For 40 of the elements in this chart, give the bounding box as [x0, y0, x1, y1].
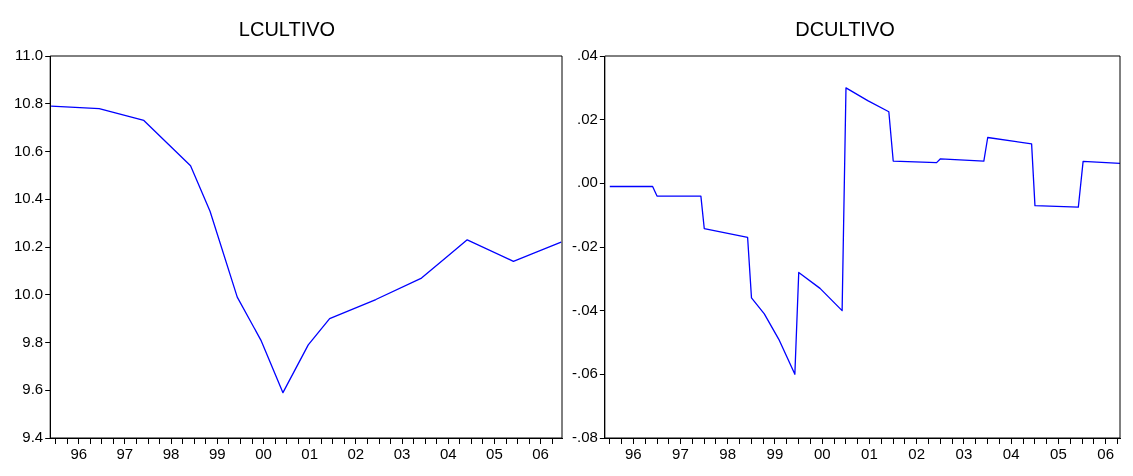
x-tick-label: 04: [1002, 445, 1020, 463]
y-tick-label: -.08: [571, 428, 598, 446]
x-tick-label: 00: [813, 445, 831, 463]
y-tick-label: 9.6: [22, 380, 44, 398]
x-tick-label: 03: [393, 445, 411, 463]
y-tick-label: 10.0: [13, 284, 44, 302]
y-tick-label: .04: [576, 46, 598, 64]
y-tick-label: 10.8: [13, 93, 44, 111]
y-tick-label: -.04: [571, 300, 598, 318]
y-tick-label: .00: [576, 173, 598, 191]
x-tick-label: 06: [532, 445, 549, 463]
x-tick-label: 99: [766, 445, 784, 463]
x-tick-label: 99: [208, 445, 226, 463]
x-tick-label: 02: [347, 445, 365, 463]
y-tick-label: 9.8: [22, 332, 44, 350]
x-tick-label: 01: [861, 445, 878, 463]
x-tick-label: 01: [301, 445, 318, 463]
x-tick-label: 05: [1050, 445, 1067, 463]
y-tick-label: 11.0: [15, 46, 44, 64]
x-tick-label: 97: [116, 445, 134, 463]
x-tick-label: 98: [162, 445, 180, 463]
x-tick-label: 05: [486, 445, 503, 463]
x-tick-label: 03: [955, 445, 973, 463]
x-tick-label: 02: [908, 445, 925, 463]
x-tick-label: 96: [70, 445, 88, 463]
x-tick-label: 06: [1097, 445, 1114, 463]
x-tick-label: 98: [719, 445, 737, 463]
y-tick-label: 9.4: [22, 428, 44, 446]
y-tick-label: 10.2: [13, 237, 44, 255]
x-tick-label: 04: [439, 445, 457, 463]
y-tick-label: .02: [576, 109, 598, 127]
y-tick-label: 10.6: [13, 141, 44, 159]
x-tick-label: 96: [624, 445, 642, 463]
x-tick-label: 00: [255, 445, 272, 463]
chart-title: LCULTIVO: [238, 17, 336, 40]
x-tick-label: 97: [672, 445, 689, 463]
chart-title: DCULTIVO: [795, 17, 895, 40]
y-tick-label: -.02: [571, 237, 598, 255]
y-tick-label: 10.4: [13, 189, 44, 207]
y-tick-label: -.06: [571, 364, 598, 382]
